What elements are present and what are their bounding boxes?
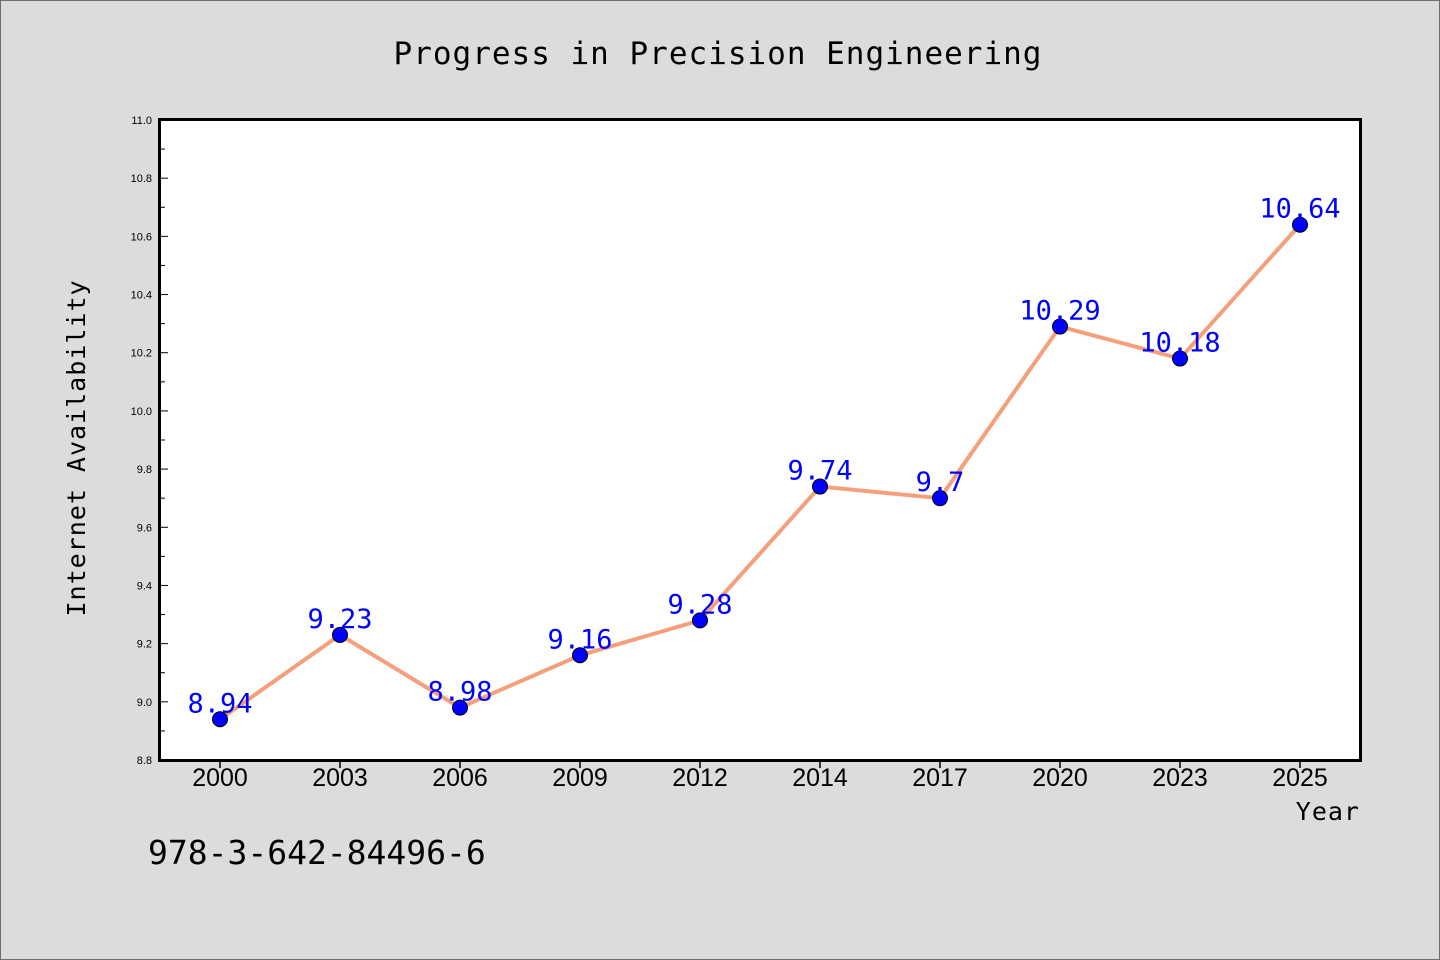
data-point	[932, 490, 948, 507]
x-tick-label: 2000	[192, 764, 248, 792]
data-point	[692, 612, 708, 629]
x-tick-label: 2009	[552, 764, 608, 792]
y-tick-label: 10.8	[131, 173, 152, 185]
data-label: 9.23	[307, 604, 372, 635]
data-point	[572, 647, 588, 664]
plot-area	[158, 118, 1362, 762]
x-tick-label: 2006	[432, 764, 488, 792]
y-tick-label: 9.8	[137, 464, 152, 476]
data-label: 8.98	[427, 677, 492, 708]
x-tick-label: 2023	[1152, 764, 1208, 792]
data-point	[452, 699, 468, 716]
x-axis-label: Year	[1296, 797, 1360, 826]
x-tick-label: 2020	[1032, 764, 1088, 792]
y-tick-label: 10.0	[131, 406, 152, 418]
data-point	[212, 711, 228, 728]
data-label: 9.74	[787, 456, 852, 487]
y-tick-label: 9.4	[137, 580, 152, 592]
y-tick-label: 9.2	[137, 639, 152, 651]
data-label: 10.18	[1139, 328, 1220, 359]
data-label: 10.64	[1259, 194, 1340, 225]
x-tick-label: 2003	[312, 764, 368, 792]
x-tick-label: 2025	[1272, 764, 1328, 792]
series-line	[218, 223, 1302, 721]
data-point	[1052, 318, 1068, 335]
x-tick-label: 2012	[672, 764, 728, 792]
y-axis-ticks: 8.8 9.0 9.2 9.4 9.6 9.8 10.0 10.2 10.4 10.6 10.8 11…	[131, 115, 168, 767]
data-label: 9.16	[547, 624, 612, 655]
x-tick-label: 2014	[792, 764, 848, 792]
data-label: 9.28	[667, 589, 732, 620]
y-tick-label: 9.0	[137, 697, 152, 709]
data-label: 9.7	[916, 467, 965, 498]
data-label: 8.94	[187, 688, 252, 719]
data-point	[332, 626, 348, 643]
data-label: 10.29	[1019, 296, 1100, 327]
series-layer	[212, 216, 1308, 728]
chart-title: Progress in Precision Engineering	[394, 36, 1043, 72]
y-axis-label: Internet Availability	[62, 279, 91, 616]
y-tick-label: 11.0	[131, 115, 152, 127]
data-point	[1172, 350, 1188, 367]
y-tick-label: 8.8	[137, 755, 152, 767]
isbn-text: 978-3-642-84496-6	[148, 833, 486, 872]
x-axis-ticks: 2000 2003 2006 2009 2012 2014 2017 2020 2023 2025	[192, 760, 1328, 792]
data-point	[812, 478, 828, 495]
y-tick-label: 10.4	[131, 290, 152, 302]
y-tick-label: 9.6	[137, 522, 152, 534]
data-labels: 8.94 9.23 8.98 9.16 9.28 9.74 9.7 10.29 10.18 10.…	[187, 194, 1340, 720]
x-tick-label: 2017	[912, 764, 968, 792]
y-tick-label: 10.2	[131, 348, 152, 360]
data-point	[1292, 216, 1308, 233]
y-tick-label: 10.6	[131, 231, 152, 243]
